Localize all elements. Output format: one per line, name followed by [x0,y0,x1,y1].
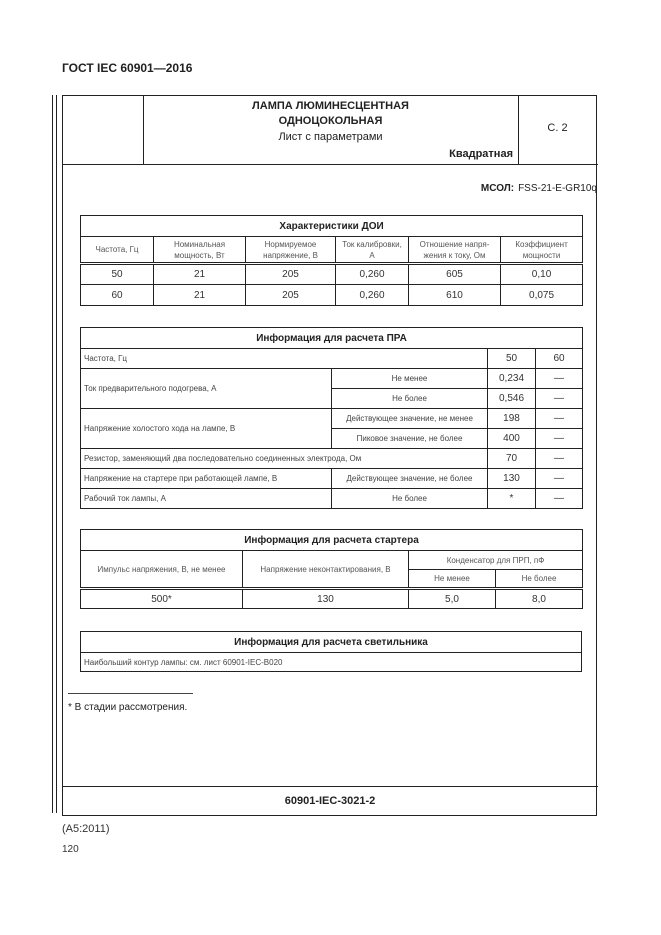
title-line-2: ОДНОЦОКОЛЬНАЯ [278,115,383,127]
cell: 0,260 [335,284,409,306]
table-pra: Информация для расчета ПРА Частота, Гц 5… [80,327,583,509]
cell: 60 [80,284,154,306]
cell: — [535,448,583,469]
condition: Не более [331,388,488,409]
condition: Не менее [331,368,488,389]
cell: — [535,388,583,409]
mcol-value: FSS-21-E-GR10q [518,183,597,194]
shape-label: Квадратная [449,148,513,160]
row-label: Рабочий ток лампы, А [80,488,332,509]
condition: Не более [331,488,488,509]
row-label: Ток предварительного подогрева, А [80,368,332,409]
table-row: Напряжение холостого хода на лампе, В Де… [80,408,583,449]
cell: 50 [487,348,536,369]
column-header: Нормируемое напряжение, В [245,236,336,265]
condition: Действующее значение, не более [331,468,488,489]
footnote-divider [68,693,193,694]
cell: 605 [408,263,501,285]
row-label: Резистор, заменяющий два последовательно… [80,448,488,469]
cell: 198 [487,408,536,429]
cell: — [535,428,583,449]
row-label: Напряжение на стартере при работающей ла… [80,468,332,489]
column-header: Номинальная мощность, Вт [153,236,246,265]
cell: 205 [245,263,336,285]
sheet-header: ЛАМПА ЛЮМИНЕСЦЕНТНАЯ ОДНОЦОКОЛЬНАЯ Лист … [62,95,598,165]
cell: 0,234 [487,368,536,389]
cell: 205 [245,284,336,306]
page-ref: С. 2 [547,122,568,134]
sheet-frame [62,95,597,816]
cell: — [535,408,583,429]
cell: 21 [153,263,246,285]
column-header: Импульс напряжения, В, не менее [80,550,243,590]
table-row: Напряжение на стартере при работающей ла… [80,468,583,489]
condition: Пиковое значение, не более [331,428,488,449]
cell: Наибольший контур лампы: см. лист 60901-… [80,652,582,672]
cell: — [535,488,583,509]
column-header: Ток калибровки, А [335,236,409,265]
table-row: Ток предварительного подогрева, А Не мен… [80,368,583,409]
cell: 130 [242,588,409,609]
cell: 130 [487,468,536,489]
cell: 8,0 [495,588,583,609]
cell: 0,546 [487,388,536,409]
cell: * [487,488,536,509]
sheet-code: 60901-IEC-3021-2 [62,786,598,816]
margin-line [56,95,57,813]
table-row: 500* 130 5,0 8,0 [80,588,583,609]
column-header: Отношение напря-жения к току, Ом [408,236,501,265]
cell: 60 [535,348,583,369]
column-header: Не более [495,569,583,590]
subtitle: Лист с параметрами [278,131,383,143]
table-luminaire: Информация для расчета светильника Наибо… [80,631,582,672]
table-title: Информация для расчета ПРА [80,327,583,349]
cell: 70 [487,448,536,469]
table-row: Пиковое значение, не более 400 — [81,428,583,449]
cell: 610 [408,284,501,306]
table-title: Информация для расчета светильника [80,631,582,653]
row-label: Напряжение холостого хода на лампе, В [80,408,332,449]
margin-line [52,95,53,813]
header-blank-cell [62,95,144,164]
cell: 0,260 [335,263,409,285]
header-title-cell: ЛАМПА ЛЮМИНЕСЦЕНТНАЯ ОДНОЦОКОЛЬНАЯ Лист … [143,95,519,164]
table-row: 50 21 205 0,260 605 0,10 [80,263,584,285]
cell: 400 [487,428,536,449]
table-row: Резистор, заменяющий два последовательно… [80,448,583,469]
column-header: Не менее [408,569,496,590]
row-label: Частота, Гц [80,348,488,369]
page-number: 120 [62,844,79,855]
table-row: Рабочий ток лампы, А Не более * — [80,488,583,509]
cell: 500* [80,588,243,609]
table-title: Информация для расчета стартера [80,529,583,551]
cell: — [535,468,583,489]
column-header: Напряжение неконтактирования, В [242,550,409,590]
mcol-label: МСОЛ: [480,183,515,194]
cell: 0,10 [499,263,584,285]
mcol-designation: МСОЛ: FSS-21-E-GR10q [481,183,597,194]
table-row: Частота, Гц 50 60 [80,348,583,369]
column-header: Конденсатор для ПРП, пФ [408,550,583,570]
amendment: (A5:2011) [62,823,110,835]
column-header: Коэффициент мощности [499,236,584,265]
table-row: 60 21 205 0,260 610 0,075 [80,284,584,306]
cell: 21 [153,284,246,306]
cell: 5,0 [408,588,496,609]
footnote: * В стадии рассмотрения. [68,702,188,713]
table-title: Характеристики ДОИ [79,215,584,237]
standard-id: ГОСТ IEC 60901—2016 [62,61,193,75]
cell: — [535,368,583,389]
condition: Действующее значение, не менее [331,408,488,429]
column-header: Частота, Гц [80,236,154,265]
cell: 50 [80,263,154,285]
table-starter: Информация для расчета стартера Импульс … [80,529,583,609]
title-line-1: ЛАМПА ЛЮМИНЕСЦЕНТНАЯ [252,100,409,112]
cell: 0,075 [499,284,584,306]
table-doi: Характеристики ДОИ Частота, Гц Номинальн… [79,215,584,306]
